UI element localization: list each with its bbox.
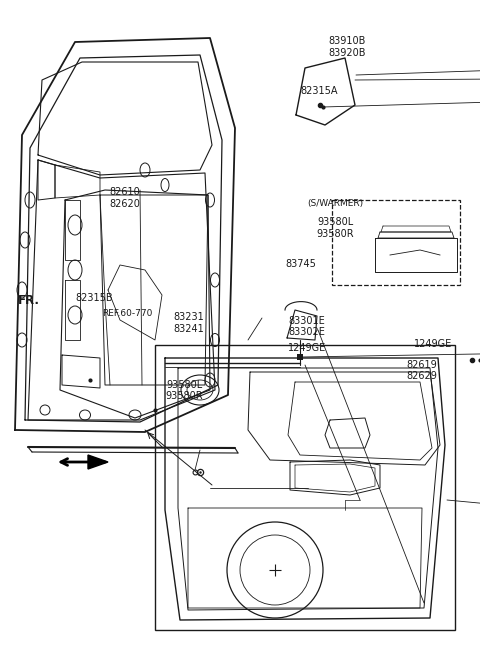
Text: 83745: 83745 (286, 258, 316, 269)
Bar (155, 345, 455, 630)
Text: 1249GE: 1249GE (288, 342, 326, 353)
Text: 1249GE: 1249GE (414, 339, 452, 350)
Text: 83301E
83302E: 83301E 83302E (288, 316, 325, 337)
Text: 82619
82629: 82619 82629 (406, 360, 437, 381)
Text: 83910B
83920B: 83910B 83920B (329, 37, 366, 58)
Text: (S/WARMER): (S/WARMER) (307, 199, 363, 208)
Text: 82610
82620: 82610 82620 (109, 188, 140, 209)
Text: 83231
83241: 83231 83241 (174, 312, 204, 333)
Text: 82315A: 82315A (300, 85, 337, 96)
Polygon shape (88, 455, 108, 469)
Text: 82315B: 82315B (76, 293, 113, 304)
Text: REF.60-770: REF.60-770 (102, 309, 152, 318)
Text: FR.: FR. (18, 294, 40, 307)
Text: 93580L
93580R: 93580L 93580R (166, 380, 203, 401)
Text: 93580L
93580R: 93580L 93580R (316, 218, 354, 239)
